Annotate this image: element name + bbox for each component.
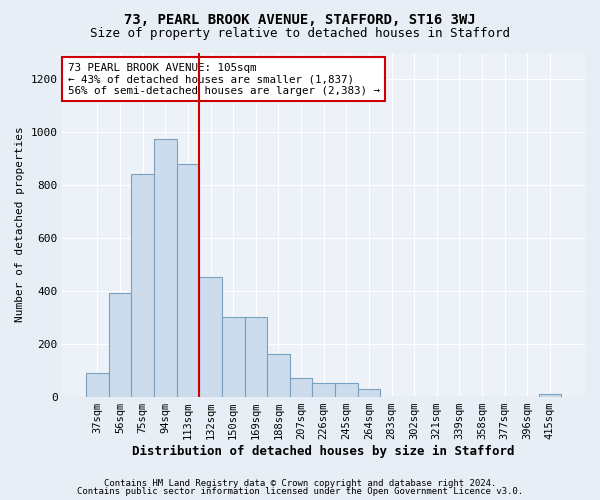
Bar [335,384,358,396]
Bar [109,294,131,397]
Y-axis label: Number of detached properties: Number of detached properties [15,126,25,322]
Bar [245,317,267,396]
Bar [154,138,176,396]
Bar [539,394,561,396]
Text: Size of property relative to detached houses in Stafford: Size of property relative to detached ho… [90,28,510,40]
Bar [176,164,199,396]
Bar [86,372,109,396]
Bar [267,354,290,397]
Bar [313,384,335,396]
Bar [222,317,245,396]
Bar [290,378,313,396]
Text: 73 PEARL BROOK AVENUE: 105sqm
← 43% of detached houses are smaller (1,837)
56% o: 73 PEARL BROOK AVENUE: 105sqm ← 43% of d… [68,63,380,96]
Text: Contains HM Land Registry data © Crown copyright and database right 2024.: Contains HM Land Registry data © Crown c… [104,478,496,488]
Bar [199,278,222,396]
X-axis label: Distribution of detached houses by size in Stafford: Distribution of detached houses by size … [133,444,515,458]
Text: Contains public sector information licensed under the Open Government Licence v3: Contains public sector information licen… [77,487,523,496]
Bar [358,388,380,396]
Text: 73, PEARL BROOK AVENUE, STAFFORD, ST16 3WJ: 73, PEARL BROOK AVENUE, STAFFORD, ST16 3… [124,12,476,26]
Bar [131,174,154,396]
